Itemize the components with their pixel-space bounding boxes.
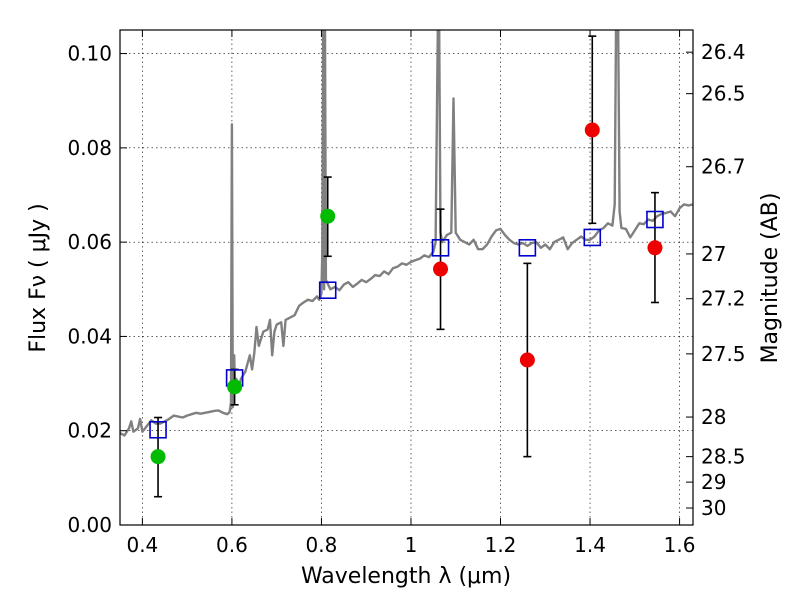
plot-frame	[119, 29, 694, 526]
right-tick-label: 30	[701, 496, 726, 520]
plot-area	[120, 30, 693, 525]
x-tick-label: 1.4	[574, 533, 606, 557]
nir-point	[519, 352, 535, 368]
optical-point	[150, 449, 166, 465]
right-tick-label: 27.5	[701, 342, 746, 366]
model-band-square	[518, 239, 537, 257]
nir-point	[433, 261, 449, 277]
model-spectrum-layer	[120, 30, 693, 437]
model-band-square	[583, 228, 602, 247]
x-axis-label: Wavelength λ (μm)	[301, 564, 511, 589]
model-band-square	[149, 420, 167, 439]
y-tick-label: 0.04	[67, 324, 112, 348]
data-points-layer	[149, 122, 664, 465]
axis-ticks-layer: 0.4 0.6 0.8 1 1.2 1.4 1.6 0.00 0.02 0.04 0.06 0.08 0…	[67, 30, 746, 557]
optical-point	[320, 208, 336, 224]
right-tick-label: 27	[701, 242, 726, 266]
right-tick-label: 26.4	[701, 40, 746, 64]
model-band-square	[646, 210, 664, 229]
model-spectrum-line	[120, 30, 693, 437]
right-tick-label: 29	[701, 470, 726, 494]
nir-point	[584, 122, 600, 138]
right-tick-label: 28	[701, 405, 726, 429]
x-tick-label: 0.6	[216, 533, 248, 557]
model-band-square	[318, 281, 337, 300]
y-tick-label: 0.00	[67, 513, 112, 537]
x-tick-label: 1.2	[485, 533, 517, 557]
right-tick-label: 27.2	[701, 287, 746, 311]
x-tick-label: 1	[405, 533, 418, 557]
y-tick-label: 0.10	[67, 42, 112, 66]
x-tick-label: 1.6	[664, 533, 696, 557]
y-tick-label: 0.06	[67, 230, 112, 254]
optical-point	[227, 379, 243, 395]
right-tick-label: 28.5	[701, 445, 746, 469]
y-tick-label: 0.02	[67, 419, 112, 443]
nir-point	[647, 240, 663, 256]
y-axis-label-left: Flux Fν ( μJy )	[26, 203, 51, 352]
y-tick-label: 0.08	[67, 136, 112, 160]
right-tick-label: 26.5	[701, 82, 746, 106]
y-axis-label-right: Magnitude (AB)	[758, 193, 783, 364]
x-tick-label: 0.4	[126, 533, 158, 557]
x-tick-label: 0.8	[306, 533, 338, 557]
right-tick-label: 26.7	[701, 155, 746, 179]
model-band-square	[431, 239, 450, 257]
